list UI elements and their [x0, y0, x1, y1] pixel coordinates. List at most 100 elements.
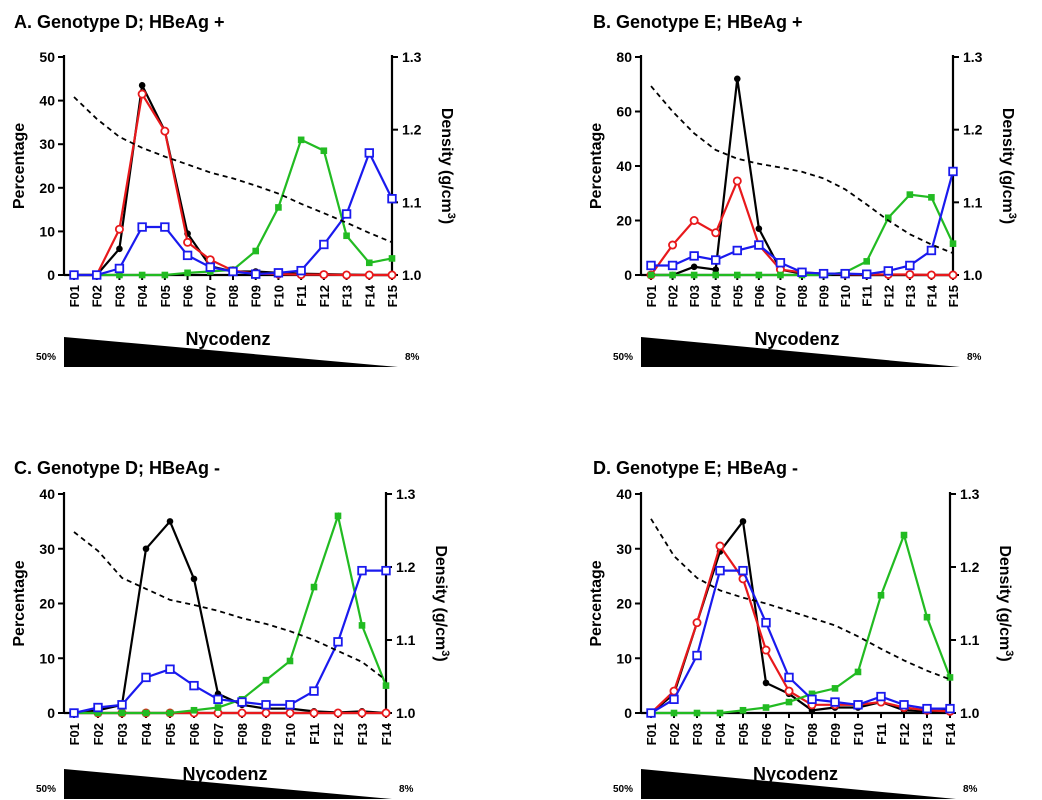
data-point [364, 148, 374, 158]
data-point [690, 263, 698, 271]
gradient-end-label: 8% [967, 352, 982, 363]
right-y-tick-label: 1.3 [960, 486, 980, 502]
left-y-tick-label: 20 [616, 213, 632, 229]
data-point [739, 518, 747, 525]
x-tick-label: F10 [271, 285, 286, 307]
data-point [906, 191, 914, 198]
gradient-wedge [64, 769, 392, 799]
x-tick-label: F03 [112, 285, 127, 307]
data-point [690, 271, 698, 279]
data-point [382, 682, 390, 689]
x-tick-label: F14 [943, 722, 958, 745]
right-y-tick-label: 1.1 [963, 194, 983, 210]
data-point [213, 694, 223, 705]
x-tick-label: F06 [187, 723, 202, 745]
x-tick-label: F08 [235, 723, 250, 745]
data-point [261, 708, 271, 718]
data-point [876, 691, 886, 702]
data-point [949, 240, 957, 247]
y2-axis-title: Density (g/cm3) [999, 108, 1018, 224]
x-tick-label: F07 [773, 285, 788, 307]
data-point [142, 545, 150, 553]
right-y-tick-label: 1.0 [402, 267, 422, 283]
data-point [205, 255, 215, 265]
data-point [948, 270, 958, 280]
data-point [905, 260, 915, 271]
data-point [310, 583, 318, 591]
x-tick-label: F14 [379, 722, 394, 745]
left-y-tick-label: 20 [39, 180, 55, 196]
data-point [733, 75, 741, 83]
x-tick-label: F09 [249, 285, 264, 307]
data-point [286, 657, 294, 665]
data-point [692, 650, 702, 661]
data-point [114, 224, 124, 234]
x-axis-title: Nycodenz [754, 329, 839, 349]
data-point [647, 271, 655, 279]
x-tick-label: F10 [851, 723, 866, 745]
data-point [275, 204, 282, 211]
data-point [899, 700, 909, 710]
left-y-tick-label: 40 [39, 486, 55, 502]
series-black [70, 518, 390, 717]
x-tick-label: F04 [709, 284, 724, 307]
x-tick-label: F12 [331, 723, 346, 745]
x-tick-label: F08 [805, 723, 820, 745]
y2-axis-title-main: Density (g/cm [438, 108, 455, 213]
y2-axis-title-end: ) [999, 219, 1016, 224]
gradient-wedge [64, 337, 398, 367]
x-tick-label: F05 [158, 285, 173, 307]
gradient-start-label: 50% [613, 784, 633, 795]
x-tick-label: F04 [135, 284, 150, 307]
chart-title: C. Genotype D; HBeAg - [14, 458, 220, 478]
right-y-tick-label: 1.2 [396, 559, 416, 575]
right-y-tick-label: 1.1 [960, 632, 980, 648]
y2-axis-title-sup: 3 [1006, 213, 1018, 219]
left-y-tick-label: 20 [616, 596, 632, 612]
x-tick-label: F13 [903, 285, 918, 307]
gradient-wedge [641, 769, 956, 799]
data-point [755, 225, 763, 232]
data-point [884, 214, 892, 222]
chart-title: D. Genotype E; HBeAg - [593, 458, 798, 478]
left-y-tick-label: 40 [616, 158, 632, 174]
data-point [388, 255, 396, 262]
data-point [739, 706, 747, 714]
y2-axis-title-sup: 3 [1003, 650, 1015, 656]
left-y-tick-label: 30 [39, 136, 55, 152]
data-point [669, 271, 676, 279]
data-point [830, 697, 840, 707]
left-y-tick-label: 40 [39, 93, 55, 109]
data-point [715, 541, 725, 551]
x-tick-label: F01 [67, 285, 82, 307]
data-point [646, 708, 656, 718]
data-point [273, 268, 284, 278]
data-point [365, 259, 373, 267]
data-point [808, 690, 816, 698]
data-point [711, 255, 721, 265]
data-point [285, 700, 295, 710]
data-point [333, 708, 343, 718]
data-point [228, 266, 238, 277]
x-tick-label: F02 [90, 285, 105, 307]
left-y-tick-label: 10 [39, 223, 55, 239]
data-point [715, 565, 725, 576]
left-y-tick-label: 0 [624, 705, 632, 721]
series-black [70, 81, 396, 279]
data-point [712, 266, 720, 273]
left-y-tick-label: 10 [39, 650, 55, 666]
data-point [341, 209, 352, 219]
x-tick-label: F14 [924, 284, 939, 307]
series-black [647, 75, 957, 279]
data-point [214, 704, 222, 711]
data-point [732, 176, 742, 186]
x-tick-label: F02 [666, 285, 681, 307]
data-point [357, 565, 367, 576]
y-axis-title: Percentage [588, 123, 605, 209]
data-point [945, 703, 955, 714]
data-point [205, 262, 215, 272]
data-point [863, 258, 871, 265]
data-point [712, 271, 720, 279]
data-point [738, 565, 748, 576]
